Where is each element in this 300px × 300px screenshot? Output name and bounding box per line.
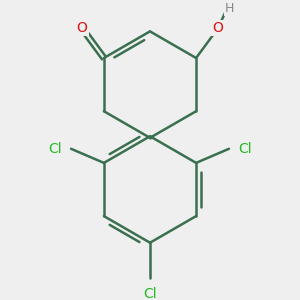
Text: O: O: [213, 21, 224, 35]
Text: H: H: [225, 2, 234, 15]
Text: Cl: Cl: [49, 142, 62, 156]
Text: Cl: Cl: [238, 142, 251, 156]
Text: O: O: [76, 21, 87, 35]
Text: Cl: Cl: [143, 286, 157, 300]
